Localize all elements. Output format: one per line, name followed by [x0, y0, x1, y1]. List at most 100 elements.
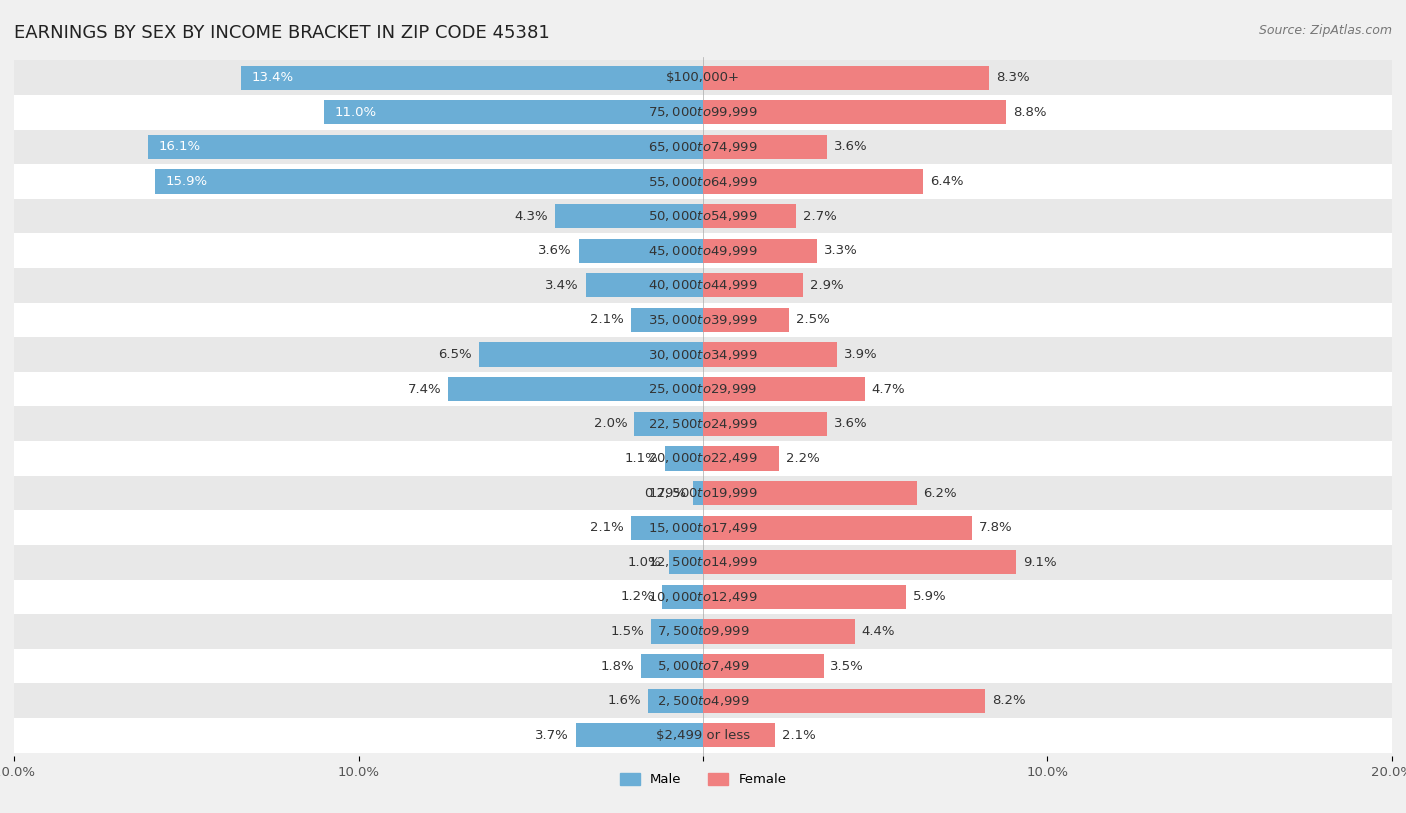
- Bar: [703, 550, 1017, 574]
- Bar: [14, 476, 1392, 511]
- Text: 7.8%: 7.8%: [979, 521, 1012, 534]
- Text: 3.6%: 3.6%: [834, 141, 868, 154]
- Text: $12,500 to $14,999: $12,500 to $14,999: [648, 555, 758, 569]
- Text: 1.2%: 1.2%: [621, 590, 655, 603]
- Bar: [14, 614, 1392, 649]
- Bar: [703, 308, 789, 332]
- Text: 2.1%: 2.1%: [591, 314, 624, 327]
- Text: 6.5%: 6.5%: [439, 348, 472, 361]
- Bar: [579, 239, 703, 263]
- Bar: [703, 689, 986, 713]
- Text: 6.4%: 6.4%: [931, 175, 965, 188]
- Bar: [323, 100, 703, 124]
- Text: 2.2%: 2.2%: [786, 452, 820, 465]
- Text: 6.2%: 6.2%: [924, 486, 957, 499]
- Bar: [14, 684, 1392, 718]
- Text: $7,500 to $9,999: $7,500 to $9,999: [657, 624, 749, 638]
- Bar: [703, 100, 1007, 124]
- Bar: [14, 372, 1392, 406]
- Bar: [14, 129, 1392, 164]
- Text: 7.4%: 7.4%: [408, 383, 441, 396]
- Bar: [703, 515, 972, 540]
- Bar: [703, 342, 838, 367]
- Bar: [648, 689, 703, 713]
- Text: 5.9%: 5.9%: [912, 590, 946, 603]
- Text: 2.5%: 2.5%: [796, 314, 830, 327]
- Bar: [14, 441, 1392, 476]
- Bar: [641, 654, 703, 678]
- Text: 8.2%: 8.2%: [993, 694, 1026, 707]
- Text: 0.29%: 0.29%: [644, 486, 686, 499]
- Text: $17,500 to $19,999: $17,500 to $19,999: [648, 486, 758, 500]
- Bar: [14, 95, 1392, 129]
- Bar: [14, 406, 1392, 441]
- Text: $35,000 to $39,999: $35,000 to $39,999: [648, 313, 758, 327]
- Bar: [586, 273, 703, 298]
- Text: 4.4%: 4.4%: [862, 625, 896, 638]
- Text: 13.4%: 13.4%: [252, 72, 294, 85]
- Bar: [479, 342, 703, 367]
- Text: 11.0%: 11.0%: [335, 106, 377, 119]
- Text: 3.6%: 3.6%: [538, 244, 572, 257]
- Text: $50,000 to $54,999: $50,000 to $54,999: [648, 209, 758, 223]
- Bar: [14, 580, 1392, 614]
- Bar: [703, 239, 817, 263]
- Text: $2,500 to $4,999: $2,500 to $4,999: [657, 693, 749, 707]
- Bar: [14, 60, 1392, 95]
- Bar: [662, 585, 703, 609]
- Bar: [155, 169, 703, 193]
- Text: 3.6%: 3.6%: [834, 417, 868, 430]
- Text: $20,000 to $22,499: $20,000 to $22,499: [648, 451, 758, 465]
- Bar: [631, 515, 703, 540]
- Text: $22,500 to $24,999: $22,500 to $24,999: [648, 417, 758, 431]
- Text: 2.1%: 2.1%: [591, 521, 624, 534]
- Text: 3.4%: 3.4%: [546, 279, 579, 292]
- Bar: [665, 446, 703, 471]
- Text: 4.7%: 4.7%: [872, 383, 905, 396]
- Bar: [703, 446, 779, 471]
- Text: Source: ZipAtlas.com: Source: ZipAtlas.com: [1258, 24, 1392, 37]
- Text: 16.1%: 16.1%: [159, 141, 201, 154]
- Bar: [14, 302, 1392, 337]
- Text: 1.0%: 1.0%: [628, 556, 662, 569]
- Bar: [14, 511, 1392, 545]
- Text: $55,000 to $64,999: $55,000 to $64,999: [648, 175, 758, 189]
- Text: 2.9%: 2.9%: [810, 279, 844, 292]
- Bar: [555, 204, 703, 228]
- Text: $25,000 to $29,999: $25,000 to $29,999: [648, 382, 758, 396]
- Bar: [631, 308, 703, 332]
- Bar: [14, 337, 1392, 372]
- Text: 1.1%: 1.1%: [624, 452, 658, 465]
- Bar: [14, 545, 1392, 580]
- Text: 8.8%: 8.8%: [1012, 106, 1046, 119]
- Bar: [703, 654, 824, 678]
- Bar: [651, 620, 703, 644]
- Bar: [449, 377, 703, 402]
- Bar: [634, 411, 703, 436]
- Bar: [703, 66, 988, 89]
- Bar: [14, 718, 1392, 753]
- Text: $30,000 to $34,999: $30,000 to $34,999: [648, 348, 758, 362]
- Text: $100,000+: $100,000+: [666, 72, 740, 85]
- Bar: [242, 66, 703, 89]
- Bar: [703, 620, 855, 644]
- Bar: [669, 550, 703, 574]
- Bar: [149, 135, 703, 159]
- Text: $5,000 to $7,499: $5,000 to $7,499: [657, 659, 749, 673]
- Bar: [703, 724, 775, 747]
- Legend: Male, Female: Male, Female: [614, 767, 792, 791]
- Bar: [575, 724, 703, 747]
- Text: 15.9%: 15.9%: [166, 175, 208, 188]
- Text: $45,000 to $49,999: $45,000 to $49,999: [648, 244, 758, 258]
- Bar: [14, 199, 1392, 233]
- Text: $75,000 to $99,999: $75,000 to $99,999: [648, 106, 758, 120]
- Text: $10,000 to $12,499: $10,000 to $12,499: [648, 590, 758, 604]
- Text: 1.5%: 1.5%: [610, 625, 644, 638]
- Bar: [703, 411, 827, 436]
- Bar: [14, 268, 1392, 302]
- Text: 1.8%: 1.8%: [600, 659, 634, 672]
- Text: 2.1%: 2.1%: [782, 728, 815, 741]
- Text: 1.6%: 1.6%: [607, 694, 641, 707]
- Bar: [703, 481, 917, 505]
- Text: 9.1%: 9.1%: [1024, 556, 1057, 569]
